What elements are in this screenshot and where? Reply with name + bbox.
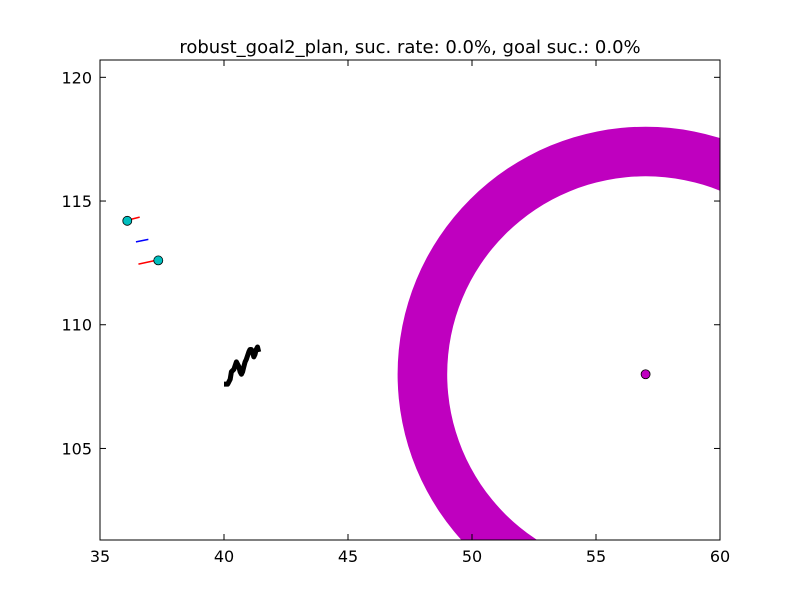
y-tick-label: 110 — [61, 316, 92, 335]
y-tick-label: 105 — [61, 439, 92, 458]
agent-marker-2 — [153, 255, 164, 266]
heading-segment-2 — [135, 238, 149, 243]
chart-title: robust_goal2_plan, suc. rate: 0.0%, goal… — [179, 37, 640, 58]
x-tick-label: 45 — [338, 547, 358, 566]
heading-segment-3 — [138, 259, 156, 265]
goal-ring — [397, 126, 720, 540]
x-tick-label: 50 — [462, 547, 482, 566]
x-tick-label: 60 — [710, 547, 730, 566]
x-tick-label: 35 — [90, 547, 110, 566]
goal-point-marker — [640, 369, 651, 380]
x-tick-label: 55 — [586, 547, 606, 566]
plot-frame — [99, 59, 721, 541]
y-tick-label: 115 — [61, 192, 92, 211]
x-tick-label: 40 — [214, 547, 234, 566]
y-tick-label: 120 — [61, 68, 92, 87]
trajectory-line — [224, 344, 262, 387]
agent-marker-1 — [122, 215, 133, 226]
